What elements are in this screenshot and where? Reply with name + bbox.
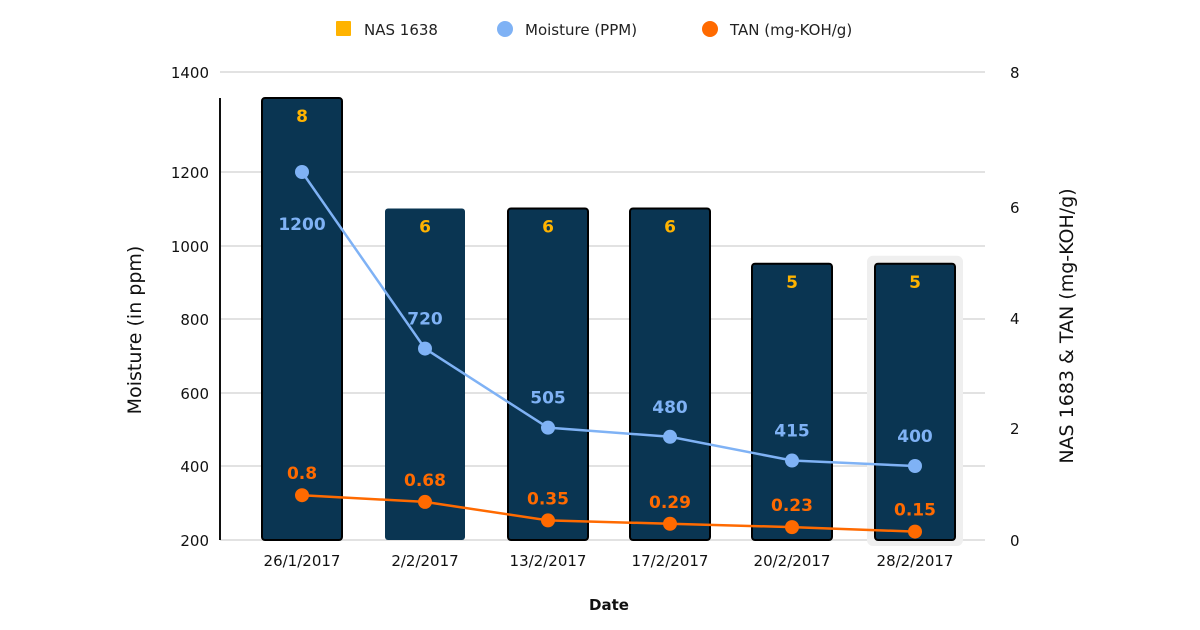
data-point[interactable] [908,459,922,473]
bar[interactable] [751,262,833,541]
y2-axis-title: NAS 1683 & TAN (mg-KOH/g) [1056,188,1078,463]
bar[interactable] [507,207,589,541]
point-value-label: 1200 [278,215,325,235]
x-tick-label: 13/2/2017 [510,552,587,570]
x-tick-label: 17/2/2017 [632,552,709,570]
y2-tick-label: 2 [1010,420,1020,438]
point-value-label: 0.8 [287,464,317,484]
x-tick-label: 28/2/2017 [877,552,954,570]
data-point[interactable] [541,420,555,435]
legend-label: NAS 1638 [364,21,438,39]
legend-circle-icon [497,21,513,37]
bar-value-label: 8 [296,107,308,127]
data-point[interactable] [785,520,799,535]
x-tick-label: 2/2/2017 [391,552,458,570]
point-value-label: 0.29 [649,493,691,513]
point-value-label: 0.23 [771,496,813,516]
data-point[interactable] [663,516,677,531]
bar[interactable] [261,97,343,541]
bar-value-label: 5 [786,273,798,293]
y-tick-label: 800 [180,311,209,329]
bars-nas [261,97,956,541]
y-tick-label: 400 [180,458,209,476]
bar[interactable] [385,208,465,541]
bar-value-label: 6 [419,218,431,238]
x-axis-title: Date [589,596,629,614]
bar-value-label: 5 [909,273,921,293]
legend-label: Moisture (PPM) [525,21,637,39]
data-point[interactable] [908,524,922,539]
point-value-label: 0.68 [404,471,446,491]
y2-tick-label: 8 [1010,64,1020,82]
y-tick-label: 1200 [171,164,209,182]
y-tick-label: 1000 [171,238,209,256]
y2-tick-label: 6 [1010,199,1020,217]
y2-tick-label: 4 [1010,310,1020,328]
data-point[interactable] [418,494,432,509]
y-tick-label: 1400 [171,64,209,82]
x-tick-label: 20/2/2017 [754,552,831,570]
y-axis-title: Moisture (in ppm) [124,246,146,415]
gridlines [220,71,985,541]
data-point[interactable] [418,341,432,356]
point-value-label: 415 [774,422,810,442]
y-tick-label: 600 [180,385,209,403]
point-value-label: 0.15 [894,501,936,521]
data-point[interactable] [663,429,677,444]
legend-square-icon [336,21,351,36]
series-line [301,493,916,533]
legend-label: TAN (mg-KOH/g) [729,21,852,39]
point-value-label: 480 [652,398,688,418]
point-value-label: 0.35 [527,489,569,509]
point-value-label: 505 [530,389,566,409]
data-labels: 8 6 6 6 5 5 1200 720 505 480 415 400 0.8 0.68 0.35 0.29… [278,107,936,521]
bar[interactable] [874,262,956,541]
bar-value-label: 6 [542,218,554,238]
series-line [300,171,916,468]
data-point[interactable] [295,165,309,179]
data-point[interactable] [541,513,555,528]
bar[interactable] [629,207,711,541]
y2-tick-label: 0 [1010,532,1020,550]
axes: 1400 1200 1000 800 600 400 200 8 6 4 2 0 26/1/2017 2/… [171,64,1020,570]
y-tick-label: 200 [180,532,209,550]
legend: NAS 1638 Moisture (PPM) TAN (mg-KOH/g) [336,21,852,39]
point-value-label: 720 [407,310,443,330]
data-point[interactable] [295,488,309,503]
x-tick-label: 26/1/2017 [264,552,341,570]
legend-circle-icon [702,21,718,37]
data-point[interactable] [785,453,799,468]
bar-value-label: 6 [664,218,676,238]
point-value-label: 400 [897,427,933,447]
line-series [295,165,922,539]
